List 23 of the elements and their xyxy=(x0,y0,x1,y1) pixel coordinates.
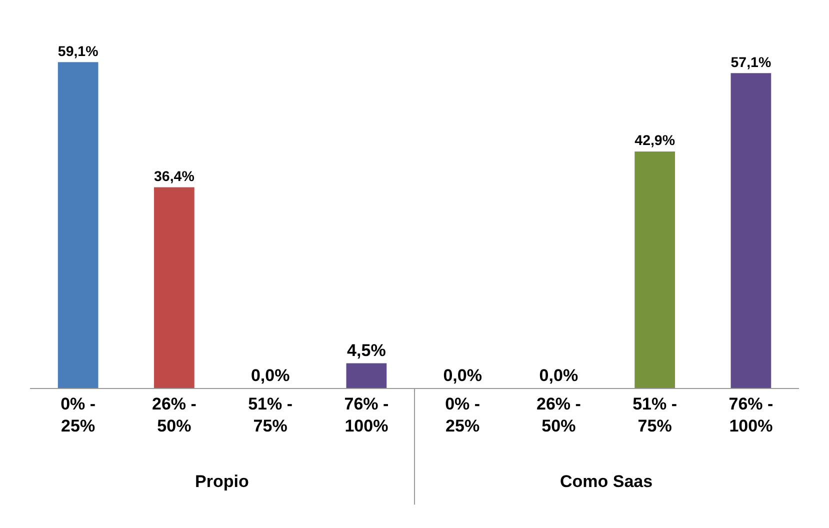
x-tick-label: 0% - 25% xyxy=(445,394,480,436)
data-label: 36,4% xyxy=(154,168,195,185)
bar xyxy=(58,62,98,388)
x-tick-label: 76% - 100% xyxy=(728,394,774,436)
x-tick-label: 26% - 50% xyxy=(536,394,581,436)
x-tick-label: 51% - 75% xyxy=(632,394,678,436)
x-tick-label: 76% - 100% xyxy=(344,394,389,436)
data-label: 0,0% xyxy=(250,366,290,385)
bar xyxy=(634,151,675,388)
x-tick-label: 0% - 25% xyxy=(60,394,96,436)
data-label: 0,0% xyxy=(443,366,482,385)
x-tick-label: 26% - 50% xyxy=(152,394,196,436)
bar xyxy=(730,73,772,388)
data-label: 4,5% xyxy=(347,341,386,360)
x-tick-label: 51% - 75% xyxy=(248,394,293,436)
text: Como Saas xyxy=(560,472,653,491)
bar xyxy=(154,187,194,388)
data-label: 0,0% xyxy=(539,366,578,385)
data-label: 42,9% xyxy=(634,133,676,150)
data-label: 57,1% xyxy=(730,54,772,71)
data-label: 59,1% xyxy=(58,44,99,60)
text: Propio xyxy=(195,472,249,491)
bar xyxy=(346,363,387,388)
